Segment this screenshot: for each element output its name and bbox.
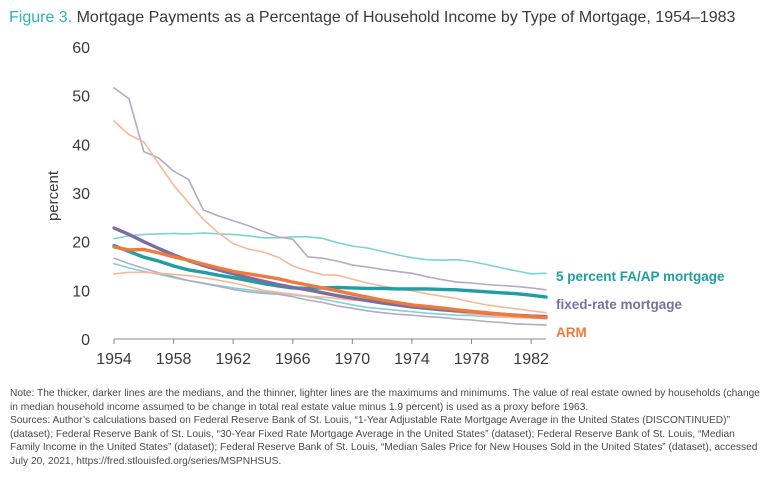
x-tick-label: 1966 xyxy=(275,351,311,368)
figure-label: Figure 3. xyxy=(9,9,73,26)
arm-series-label: ARM xyxy=(556,325,587,340)
fa-series-label: 5 percent FA/AP mortgage xyxy=(556,269,725,284)
fa-max-line xyxy=(113,232,547,275)
chart-title: Figure 3. Mortgage Payments as a Percent… xyxy=(9,9,735,27)
y-tick-label: 60 xyxy=(72,40,90,57)
sources-text: Sources: Author’s calculations based on … xyxy=(10,415,758,467)
arm-median-line xyxy=(112,245,548,320)
x-tick-label: 1954 xyxy=(96,351,132,368)
x-tick-label: 1982 xyxy=(513,351,549,368)
y-tick-label: 50 xyxy=(72,89,90,106)
y-tick-label: 40 xyxy=(72,137,90,154)
y-tick-label: 30 xyxy=(72,186,90,203)
x-tick-label: 1958 xyxy=(156,351,192,368)
min-max-lines xyxy=(113,87,547,326)
x-tick-label: 1978 xyxy=(454,351,490,368)
series-labels: 5 percent FA/AP mortgage fixed-rate mortg… xyxy=(556,269,725,340)
y-tick-label: 0 xyxy=(81,332,90,349)
fixed-min-line xyxy=(113,257,547,326)
x-tick-label: 1970 xyxy=(335,351,371,368)
y-tick-label: 20 xyxy=(72,235,90,252)
x-tick-label: 1962 xyxy=(215,351,251,368)
axes: 0 10 20 30 40 50 60 1954 1958 1962 1966 1970 1974 197… xyxy=(72,40,549,368)
y-axis-label: percent xyxy=(45,170,62,221)
note-text: Note: The thicker, darker lines are the … xyxy=(10,388,760,413)
fixed-series-label: fixed-rate mortgage xyxy=(556,297,683,312)
chart-title-text: Mortgage Payments as a Percentage of Hou… xyxy=(76,9,736,26)
y-tick-label: 10 xyxy=(72,283,90,300)
x-tick-label: 1974 xyxy=(394,351,430,368)
line-chart: 0 10 20 30 40 50 60 1954 1958 1962 1966 1970 1974 197… xyxy=(45,40,725,368)
chart-notes: Note: The thicker, darker lines are the … xyxy=(10,387,762,469)
fixed-max-line xyxy=(113,87,547,291)
median-lines xyxy=(112,226,548,320)
arm-min-line xyxy=(113,271,547,320)
arm-max-line xyxy=(113,120,547,314)
